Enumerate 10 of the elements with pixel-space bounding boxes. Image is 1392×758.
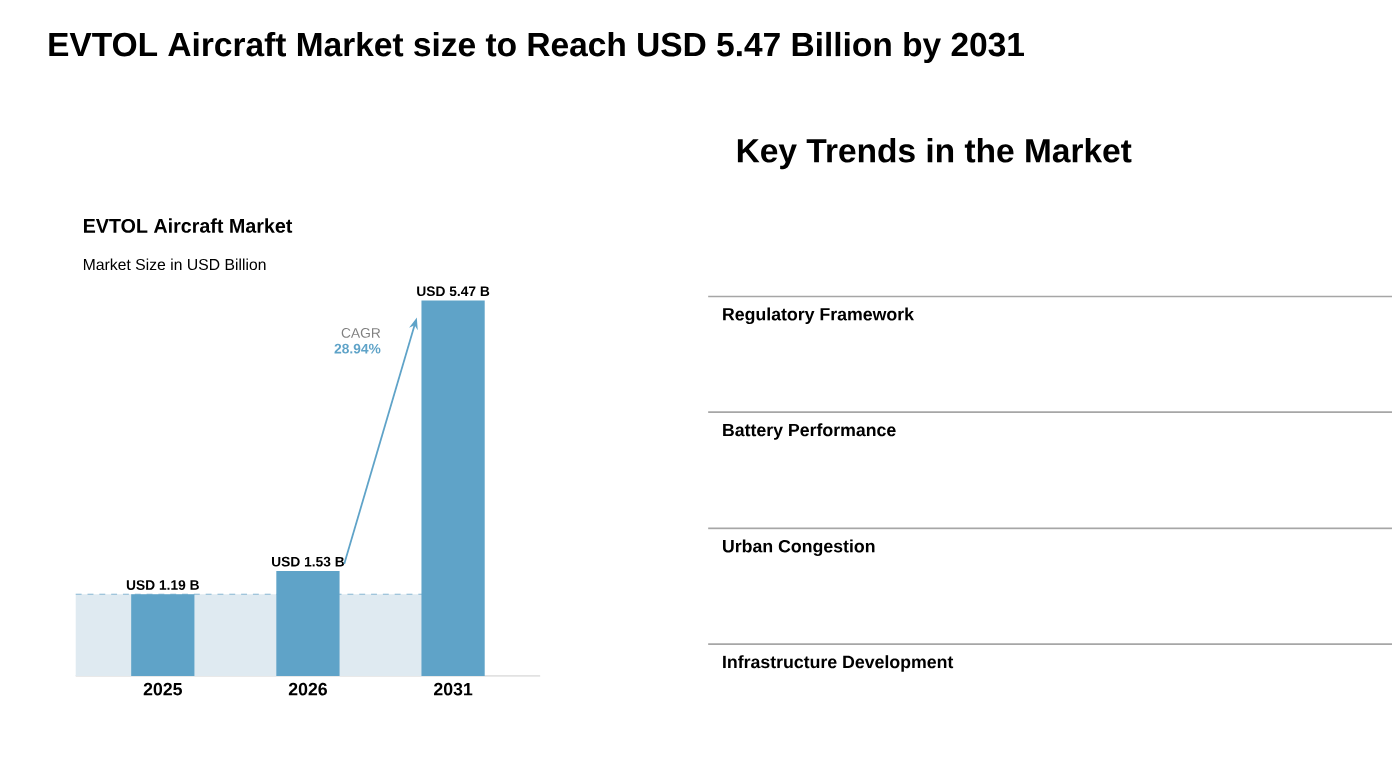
text: Urban Congestion: [723, 538, 875, 556]
text: Battery Performance: [723, 422, 896, 440]
x-tick-label: 2031: [433, 682, 473, 695]
text: Infrastructure Development: [723, 654, 954, 672]
text: Regulatory Framework: [723, 307, 914, 324]
x-tick-label: 2025: [143, 682, 182, 695]
x-tick-label: 2026: [288, 682, 327, 695]
text: Key Trends in the Market: [737, 137, 1132, 169]
chart-title: EVTOL Aircraft Market: [84, 217, 293, 233]
text: EVTOL Aircraft Market size to Reach USD 5.47 Billion by 2031: [49, 31, 1024, 63]
